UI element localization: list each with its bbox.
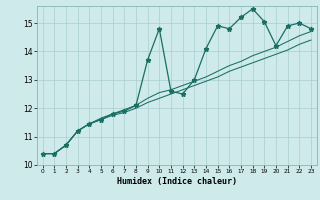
X-axis label: Humidex (Indice chaleur): Humidex (Indice chaleur)	[117, 177, 237, 186]
